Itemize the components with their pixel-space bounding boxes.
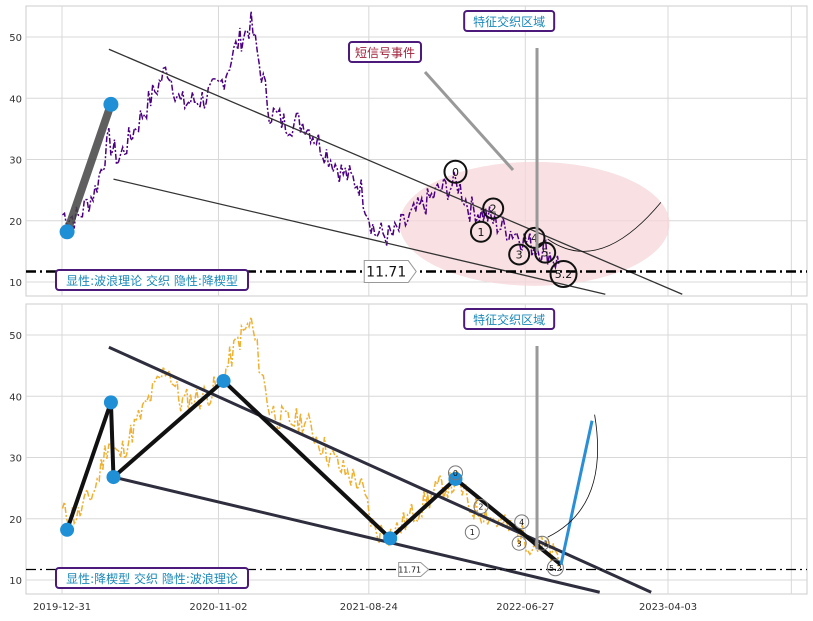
feature-region-label: 特征交织区域 (473, 14, 545, 29)
x-tick-label: 2020-11-02 (189, 602, 247, 613)
y-tick-label: 30 (9, 156, 22, 167)
pivot-connector (222, 379, 392, 540)
price-level-label: 11.71 (398, 566, 421, 575)
y-tick-label: 40 (9, 94, 22, 105)
pivot-point (106, 470, 121, 485)
wave-marker (546, 559, 564, 577)
wedge-line (108, 48, 683, 295)
wave-label: 3 (517, 539, 522, 548)
pivot-point (60, 522, 75, 537)
wave-label: 5.1 (536, 539, 549, 548)
wave-label: 1 (477, 226, 484, 239)
wedge-line (113, 475, 601, 594)
wave-marker (534, 241, 557, 264)
price-label-box (363, 260, 417, 284)
price-label-box (398, 562, 430, 578)
wave-label: 2 (490, 203, 497, 216)
legend-label: 显性:降楔型 交织 隐性:波浪理论 (66, 571, 238, 586)
top-panel: 10 20 30 40 50 11.71 0 12 345 5.2 特征交织区域短信号事件显性:波浪… (9, 5, 808, 297)
wave-marker (511, 535, 527, 551)
short-signal-label: 短信号事件 (355, 46, 415, 60)
wave-marker (469, 220, 492, 243)
price-series (61, 316, 560, 567)
x-tick-label: 2023-04-03 (639, 602, 697, 613)
pivot-point (103, 395, 118, 410)
wave-marker (464, 524, 480, 540)
feature-region-label: 特征交织区域 (473, 312, 545, 327)
wave-marker (447, 465, 463, 481)
wave-label: 0 (452, 166, 459, 179)
legend-box (55, 567, 249, 589)
wedge-line (113, 178, 606, 295)
wave-label: 0 (453, 469, 458, 478)
wave-label: 4 (531, 232, 538, 245)
x-tick-label: 2021-08-24 (340, 602, 398, 613)
y-tick-label: 10 (9, 278, 22, 289)
feature-region-box (463, 308, 556, 330)
price-series (62, 11, 560, 271)
wedge-line (108, 345, 652, 594)
wave-marker (523, 226, 546, 249)
wave-label: 5 (542, 247, 549, 260)
wave-label: 4 (519, 518, 524, 527)
feature-region-box (463, 10, 556, 32)
pivot-connector (112, 379, 225, 479)
wave-marker (443, 159, 468, 184)
wave-marker (482, 197, 505, 220)
pivot-connector (63, 103, 115, 234)
plot-area (25, 303, 808, 595)
pivot-point (216, 373, 231, 388)
price-level-label: 11.71 (366, 265, 406, 281)
pivot-connector (65, 401, 113, 531)
wave-marker (514, 514, 530, 530)
forecast-line (559, 420, 594, 566)
wave-marker (534, 535, 550, 551)
y-tick-label: 30 (9, 454, 22, 465)
wave-label: 2 (478, 503, 483, 512)
wave-marker (549, 260, 578, 289)
x-tick-label: 2019-12-31 (33, 602, 91, 613)
wave-label: 5.2 (549, 564, 562, 573)
y-tick-label: 40 (9, 392, 22, 403)
legend-label: 显性:波浪理论 交织 隐性:降楔型 (66, 273, 238, 288)
pivot-point (59, 224, 75, 240)
wave-label: 3 (516, 248, 523, 261)
pivot-point (103, 96, 119, 112)
pivot-point (448, 471, 463, 486)
wave-label: 5.2 (555, 268, 573, 281)
y-tick-label: 20 (9, 515, 22, 526)
wave-marker (473, 499, 489, 514)
pivot-connector (108, 402, 116, 478)
forecast-arc (547, 202, 662, 252)
y-tick-label: 10 (9, 576, 22, 587)
x-tick-label: 2022-06-27 (496, 602, 554, 613)
y-tick-label: 50 (9, 33, 22, 44)
wave-marker (508, 243, 531, 266)
short-signal-box (348, 41, 422, 63)
pivot-point (383, 531, 398, 546)
y-tick-label: 20 (9, 217, 22, 228)
y-tick-label: 50 (9, 331, 22, 342)
pivot-connector (388, 477, 457, 540)
forecast-arc (547, 414, 598, 538)
wave-label: 1 (470, 528, 475, 537)
legend-box (55, 269, 249, 291)
feature-ellipse (399, 161, 670, 286)
short-signal-arrow (423, 70, 515, 172)
